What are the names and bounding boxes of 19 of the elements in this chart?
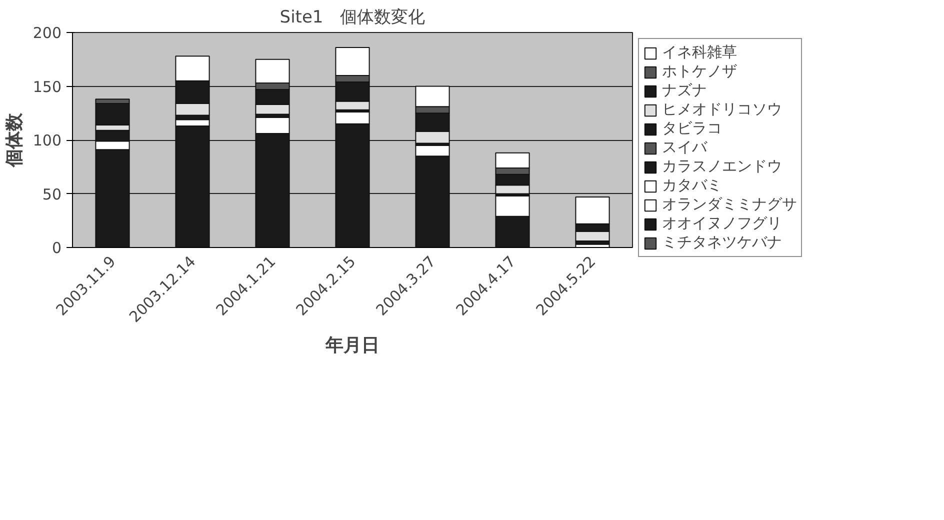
legend-label: ミチタネツケバナ	[662, 233, 782, 252]
legend-label: オランダミミナグサ	[662, 195, 797, 214]
legend-label: スイバ	[662, 138, 707, 157]
y-tick-label: 50	[42, 185, 62, 204]
legend-label: イネ科雑草	[662, 43, 737, 62]
legend-label: ホトケノザ	[662, 62, 737, 81]
y-tick-label: 200	[32, 24, 62, 42]
legend-label: ヒメオドリコソウ	[662, 100, 782, 119]
legend-label: タビラコ	[662, 119, 722, 138]
legend-label: カラスノエンドウ	[662, 157, 782, 176]
legend-label: ナズナ	[662, 81, 707, 100]
y-tick-label: 0	[52, 239, 62, 257]
x-axis-title: 年月日	[324, 335, 380, 356]
chart-title: Site1 個体数変化	[280, 8, 426, 28]
y-tick-label: 100	[32, 132, 62, 150]
y-tick-label: 150	[32, 78, 62, 96]
legend-label: オオイヌノフグリ	[662, 214, 782, 233]
y-axis-title: 個体数	[4, 112, 25, 168]
legend-label: カタバミ	[662, 176, 722, 195]
